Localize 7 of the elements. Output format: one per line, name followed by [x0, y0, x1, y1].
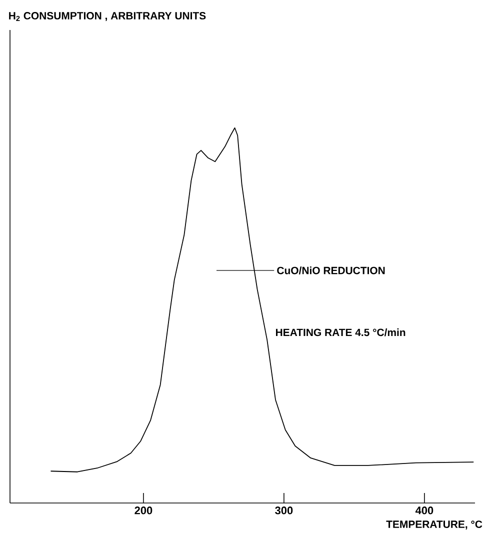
annotation: CuO/NiO REDUCTION — [277, 266, 385, 274]
x-tick-label: 200 — [134, 506, 152, 514]
x-axis-title: TEMPERATURE, °C — [386, 520, 482, 530]
annotation: HEATING RATE 4.5 °C/min — [276, 328, 406, 336]
x-tick-label: 400 — [415, 506, 434, 514]
x-tick-label: 300 — [275, 506, 293, 514]
text: H$_{2}$ CONSUMPTION , ARBITRARY UNITS — [9, 12, 206, 21]
